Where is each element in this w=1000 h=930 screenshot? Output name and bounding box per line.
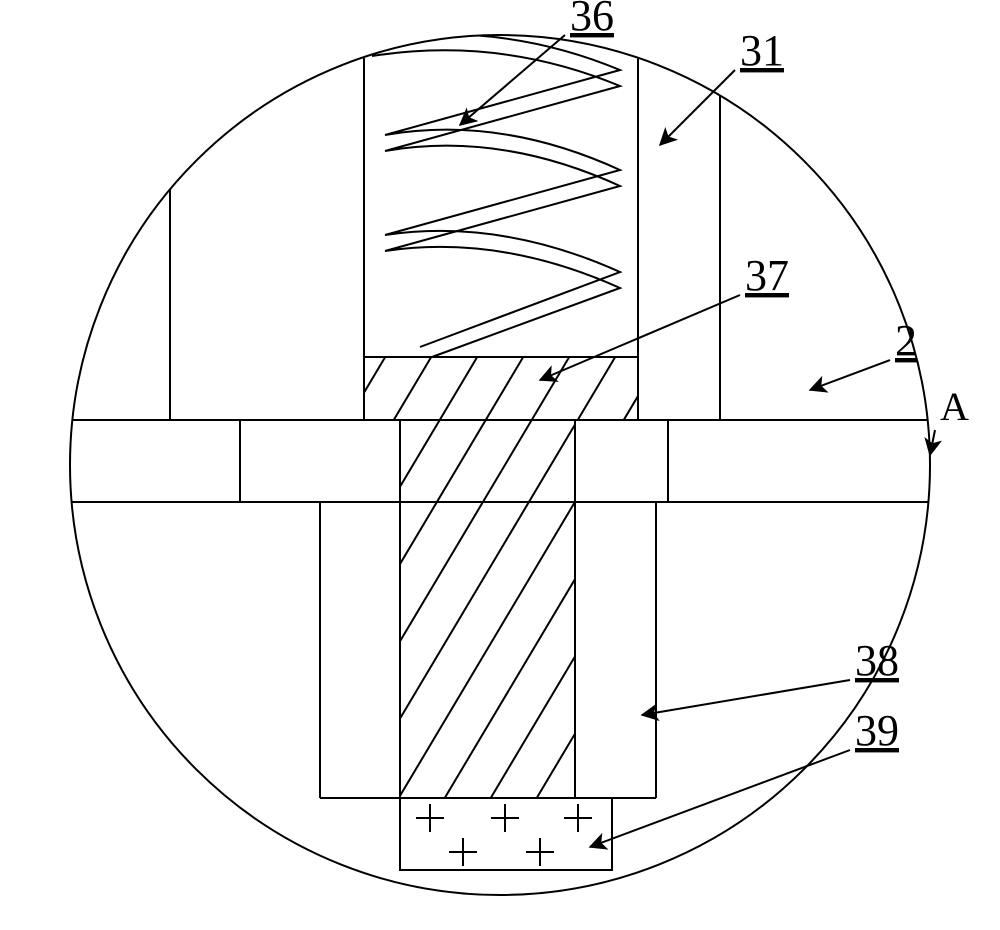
- clipped-content: [0, 0, 1000, 930]
- detail-circle: [70, 35, 930, 895]
- diagram-canvas: 36 31 37 2 A 38 39: [0, 0, 1000, 930]
- label-39: 39: [855, 706, 899, 755]
- leader-37: [540, 295, 740, 380]
- labels-group: 36 31 37 2 A 38 39: [570, 0, 969, 755]
- label-2: 2: [895, 316, 917, 365]
- piston-outline: [364, 357, 638, 798]
- leader-2: [810, 360, 890, 390]
- piston-hatch: [62, 60, 976, 900]
- label-37: 37: [745, 251, 789, 300]
- leader-31: [660, 70, 735, 145]
- leader-36: [460, 35, 565, 125]
- pad-cross-marks: [416, 804, 592, 866]
- label-31: 31: [740, 26, 784, 75]
- leader-38: [642, 680, 850, 715]
- label-a: A: [940, 384, 969, 429]
- spring-36: [372, 34, 620, 357]
- leader-a: [930, 430, 935, 455]
- label-38: 38: [855, 636, 899, 685]
- label-36: 36: [570, 0, 614, 40]
